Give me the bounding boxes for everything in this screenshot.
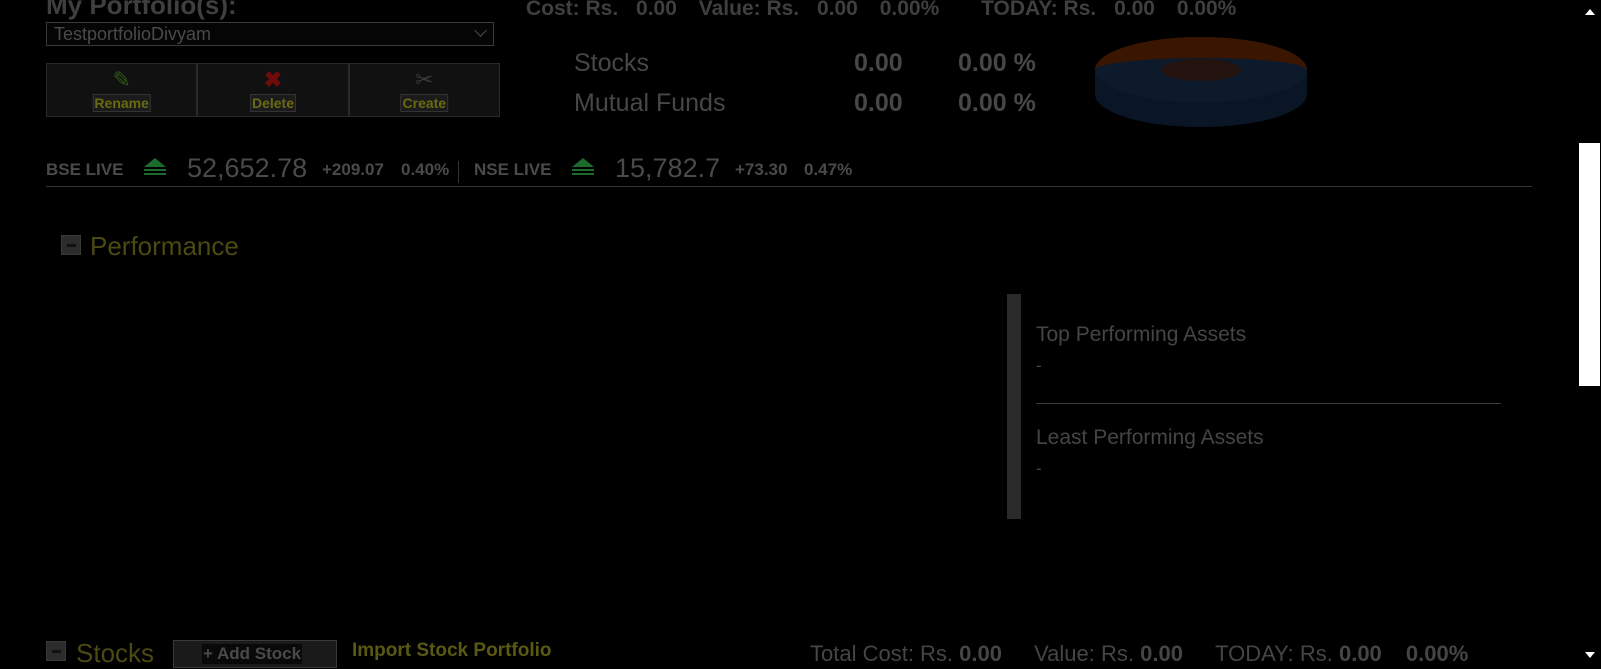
cost-label: Cost: Rs. xyxy=(526,0,619,20)
bse-pct: 0.40% xyxy=(401,160,450,179)
stocks-today-pct: 0.00% xyxy=(1405,641,1469,666)
alloc-stocks-name: Stocks xyxy=(574,49,650,77)
today-pct: 0.00% xyxy=(1176,0,1237,20)
alloc-stocks-value: 0.00 xyxy=(854,49,903,77)
pie-top-stocks xyxy=(1095,37,1307,70)
stocks-summary: Total Cost: Rs. 0.00 Value: Rs. 0.00 TOD… xyxy=(810,641,1468,667)
ticker-divider xyxy=(458,161,459,183)
pie-side xyxy=(1095,70,1307,127)
create-button[interactable]: ✂ Create xyxy=(348,63,500,117)
nse-value: 15,782.7 xyxy=(615,153,721,183)
alloc-mf-pct: 0.00 % xyxy=(958,89,1036,117)
total-cost-label: Total Cost: Rs. xyxy=(810,641,954,666)
scroll-down-icon[interactable] xyxy=(1585,652,1595,658)
nse-change: +73.30 xyxy=(735,160,788,179)
stocks-today-value: 0.00 xyxy=(1338,641,1382,666)
value-value: 0.00 xyxy=(816,0,858,20)
bse-ticker: BSE LIVE xyxy=(46,160,123,180)
add-stock-label: + Add Stock xyxy=(202,644,303,664)
portfolio-select-value: TestportfolioDivyam xyxy=(54,24,212,44)
value-label: Value: Rs. xyxy=(698,0,800,20)
tools-icon: ✂ xyxy=(415,67,434,92)
delete-button[interactable]: ✖ Delete xyxy=(197,63,349,117)
top-performing-value: - xyxy=(1036,356,1042,375)
alloc-stocks-pct: 0.00 % xyxy=(958,49,1036,77)
stocks-title: Stocks xyxy=(76,638,155,668)
scrollbar-thumb[interactable] xyxy=(1579,143,1600,386)
cost-value: 0.00 xyxy=(636,0,677,20)
rename-button[interactable]: ✎ Rename xyxy=(46,63,198,117)
stocks-value-value: 0.00 xyxy=(1140,641,1183,666)
import-stock-portfolio-link[interactable]: Import Stock Portfolio xyxy=(352,640,552,661)
scroll-up-icon[interactable] xyxy=(1585,9,1595,15)
summary-line: Cost: Rs. 0.00 Value: Rs. 0.00 0.00% TOD… xyxy=(526,0,1236,21)
pencil-icon: ✎ xyxy=(112,67,131,92)
add-stock-button[interactable]: + Add Stock xyxy=(173,640,337,668)
bse-label: BSE LIVE xyxy=(46,160,124,179)
bse-value: 52,652.78 xyxy=(187,153,308,183)
performance-title: Performance xyxy=(90,231,239,261)
delete-x-icon: ✖ xyxy=(263,67,283,92)
performance-side-bar xyxy=(1007,294,1021,519)
performance-divider xyxy=(1036,403,1501,404)
alloc-mf-name: Mutual Funds xyxy=(574,89,726,117)
stocks-today-label: TODAY: Rs. xyxy=(1215,641,1333,666)
today-value: 0.00 xyxy=(1114,0,1155,20)
least-performing-value: - xyxy=(1036,459,1042,478)
total-cost-value: 0.00 xyxy=(959,641,1002,666)
pie-center xyxy=(1161,59,1241,81)
value-pct: 0.00% xyxy=(879,0,940,20)
alloc-mf-value: 0.00 xyxy=(854,89,903,117)
least-performing-label: Least Performing Assets xyxy=(1036,426,1264,449)
bse-change: +209.07 xyxy=(322,160,384,179)
nse-label: NSE LIVE xyxy=(474,160,552,179)
nse-up-arrow-icon xyxy=(572,158,594,175)
rename-button-label: Rename xyxy=(92,94,151,112)
portfolio-title: My Portfolio(s): xyxy=(46,0,237,20)
portfolio-select[interactable]: TestportfolioDivyam xyxy=(46,22,494,46)
chevron-down-icon xyxy=(474,24,487,37)
nse-pct: 0.47% xyxy=(804,160,853,179)
nse-ticker: NSE LIVE xyxy=(474,160,551,180)
portfolio-actions: ✎ Rename ✖ Delete ✂ Create xyxy=(46,63,500,117)
top-performing-label: Top Performing Assets xyxy=(1036,323,1247,346)
delete-button-label: Delete xyxy=(249,94,296,112)
create-button-label: Create xyxy=(400,94,449,112)
stocks-value-label: Value: Rs. xyxy=(1034,641,1134,666)
today-label: TODAY: Rs. xyxy=(981,0,1097,20)
allocation-pie-chart xyxy=(1095,37,1307,127)
bse-up-arrow-icon xyxy=(144,158,166,175)
stocks-collapse-icon[interactable] xyxy=(46,641,66,661)
performance-collapse-icon[interactable] xyxy=(61,235,81,255)
header-divider xyxy=(46,186,1532,187)
